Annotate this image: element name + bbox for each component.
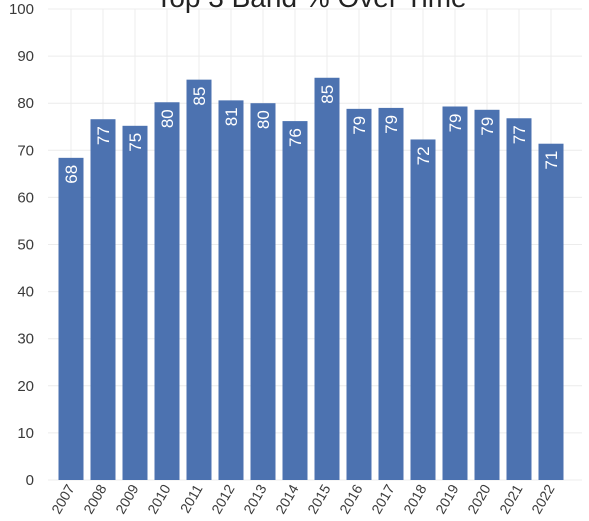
bar-2019 [442,106,468,480]
bar-2016 [346,108,372,481]
data-label-2019: 79 [446,113,465,132]
data-label-2017: 79 [382,115,401,134]
y-tick-label: 50 [17,237,34,254]
y-tick-label: 70 [17,142,34,159]
x-tick-label: 2018 [400,481,430,516]
bar-2017 [378,107,404,480]
x-tick-label: 2022 [528,481,558,516]
x-tick-label: 2013 [240,481,270,516]
data-label-2010: 80 [158,109,177,128]
data-label-2009: 75 [126,133,145,152]
y-tick-label: 80 [17,95,34,112]
data-label-2012: 81 [222,107,241,126]
data-label-2022: 71 [542,151,561,170]
data-label-2021: 77 [510,125,529,144]
bars [58,77,564,481]
y-tick-label: 40 [17,284,34,301]
x-tick-label: 2007 [48,481,78,516]
data-label-2016: 79 [350,116,369,135]
x-axis: 2007 2008 2009 2010 2011 2012 2013 2014 2015 2016… [48,481,558,516]
x-tick-label: 2021 [496,481,526,516]
x-tick-label: 2019 [432,481,462,516]
bar-2015 [314,77,340,481]
bar-2012 [218,100,244,481]
data-label-2015: 85 [318,85,337,104]
data-label-2020: 79 [478,117,497,136]
x-tick-label: 2010 [144,481,174,516]
x-tick-label: 2011 [177,481,206,515]
x-tick-label: 2008 [80,481,110,516]
x-tick-label: 2012 [208,481,238,516]
bar-2008 [90,119,116,481]
bar-2011 [186,79,212,481]
y-tick-label: 30 [17,331,34,348]
bar-2009 [122,125,148,481]
x-tick-label: 2017 [368,481,398,516]
bar-2013 [250,103,276,480]
y-tick-label: 100 [9,1,34,18]
y-axis: 0 10 20 30 40 50 60 70 80 90 100 [9,1,34,489]
y-tick-label: 90 [17,48,34,65]
y-tick-label: 20 [17,378,34,395]
bar-2014 [282,121,308,481]
y-tick-label: 0 [26,472,34,489]
x-tick-label: 2020 [464,481,494,516]
y-tick-label: 10 [17,425,34,442]
bar-2022 [538,143,564,480]
data-label-2013: 80 [254,110,273,129]
bar-2018 [410,139,436,481]
data-label-2011: 85 [190,87,209,106]
y-tick-label: 60 [17,189,34,206]
chart-title: Top 3 Band % Over Time [155,0,466,13]
data-labels: 68 77 75 80 85 81 80 76 85 79 79 72 79 79 77 71 [62,85,561,184]
x-tick-label: 2014 [272,481,302,516]
x-tick-label: 2016 [336,481,366,516]
bar-2010 [154,102,180,481]
x-tick-label: 2009 [112,481,142,516]
bar-2021 [506,118,532,480]
data-label-2014: 76 [286,128,305,147]
data-label-2008: 77 [94,126,113,145]
data-label-2007: 68 [62,165,81,184]
bar-2020 [474,109,500,480]
data-label-2018: 72 [414,146,433,165]
x-tick-label: 2015 [304,481,334,516]
bar-2007 [58,157,84,480]
